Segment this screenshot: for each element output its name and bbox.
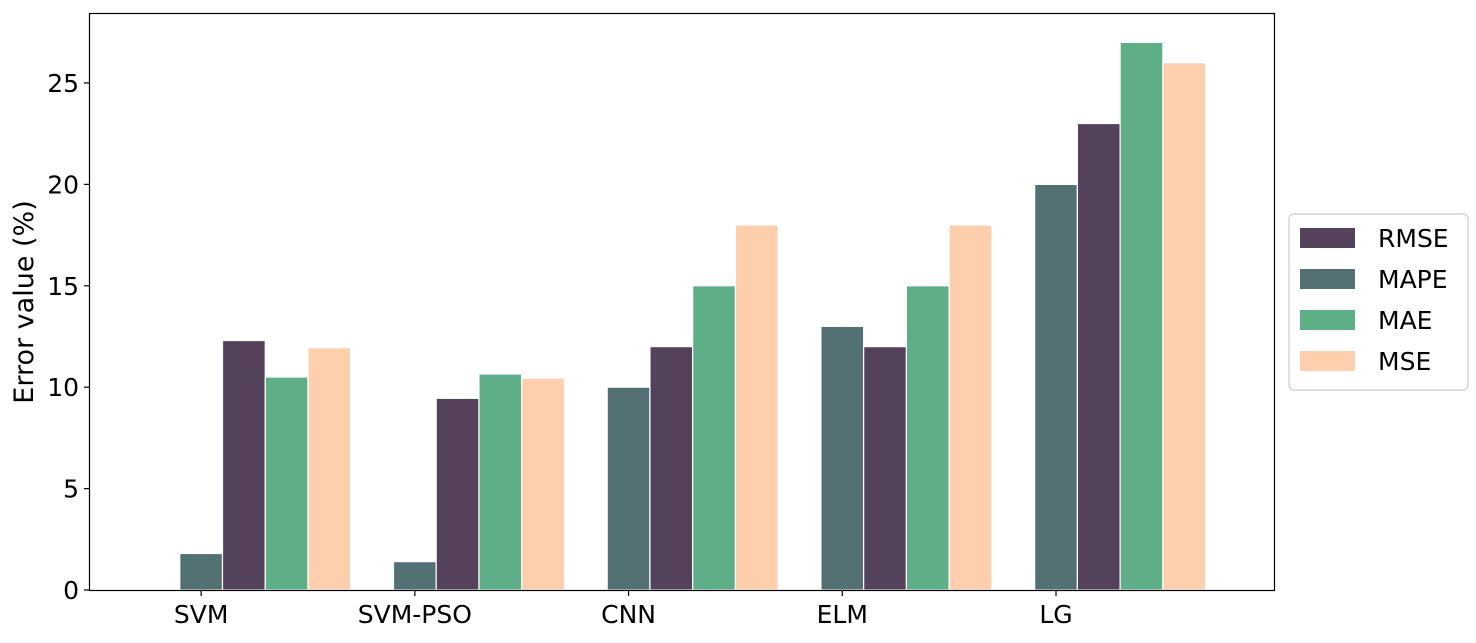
bar-mape-svm-pso: [392, 561, 437, 591]
y-axis-label: Error value (%): [9, 200, 40, 403]
bar-mse-elm: [948, 224, 993, 591]
legend: RMSE MAPE MAE MSE: [1288, 213, 1469, 391]
legend-swatch-rmse: [1300, 228, 1355, 248]
legend-swatch-mape: [1300, 269, 1355, 289]
bar-mae-svm-pso: [478, 373, 523, 591]
bar-mse-svm: [307, 347, 352, 591]
bar-mape-cnn: [606, 386, 651, 591]
x-tick-label: SVM-PSO: [358, 600, 472, 629]
legend-frame: [1288, 213, 1469, 391]
x-tick-label: SVM: [174, 600, 229, 629]
bar-mse-lg: [1162, 62, 1207, 591]
y-tick-label: 25: [47, 69, 79, 98]
y-tick-label: 20: [47, 170, 79, 199]
plot-frame: [88, 12, 1276, 592]
bar-mape-elm: [820, 325, 865, 591]
bar-mae-lg: [1119, 41, 1164, 591]
y-tick-label: 5: [63, 475, 79, 504]
bar-mae-elm: [905, 285, 950, 591]
legend-label-mape: MAPE: [1378, 265, 1448, 294]
x-tick-label: ELM: [817, 600, 868, 629]
bar-mape-svm: [179, 552, 224, 591]
bar-mse-svm-pso: [521, 377, 566, 591]
bar-mae-svm: [264, 376, 309, 591]
bar-rmse-elm: [863, 346, 908, 591]
bar-rmse-svm: [221, 339, 266, 591]
x-tick-label: LG: [1039, 600, 1072, 629]
legend-label-mae: MAE: [1378, 306, 1432, 335]
y-tick-label: 0: [63, 576, 79, 605]
bar-mse-cnn: [734, 224, 779, 591]
x-axis: SVM SVM-PSO CNN ELM LG: [174, 590, 1073, 629]
y-tick-label: 15: [47, 272, 79, 301]
bar-rmse-cnn: [649, 346, 694, 591]
x-tick-label: CNN: [601, 600, 656, 629]
bar-rmse-svm-pso: [435, 397, 480, 591]
bar-mape-lg: [1034, 183, 1078, 591]
y-axis: 0 5 10 15 20 25: [47, 69, 90, 605]
bar-mae-cnn: [692, 285, 737, 591]
legend-swatch-mae: [1300, 310, 1355, 330]
y-tick-label: 10: [47, 373, 79, 402]
legend-swatch-mse: [1300, 351, 1355, 371]
bar-rmse-lg: [1076, 122, 1121, 591]
legend-label-mse: MSE: [1378, 347, 1431, 376]
bars-layer: [179, 41, 1207, 591]
legend-label-rmse: RMSE: [1378, 224, 1449, 253]
